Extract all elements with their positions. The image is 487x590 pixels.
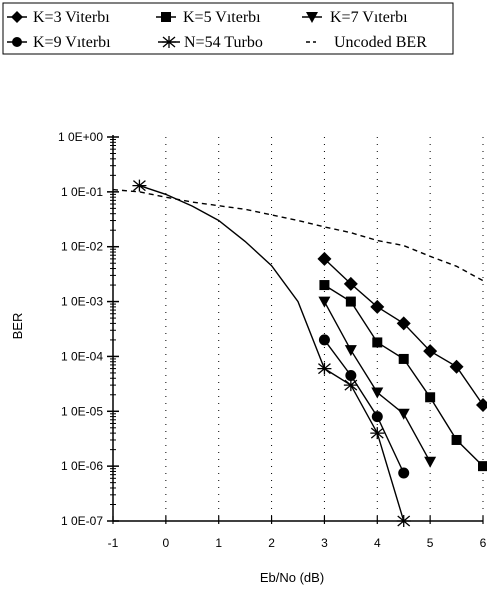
legend-label-k7: K=7 Vıterbı [330, 9, 408, 26]
y-tick-label: 1 0E+00 [58, 130, 103, 144]
x-tick-label: 2 [268, 536, 275, 550]
x-tick-label: 1 [215, 536, 222, 550]
series-line [323, 339, 405, 474]
series-5 [112, 188, 484, 282]
legend-label-k5: K=5 Vıterbı [183, 9, 261, 26]
legend-item-k9: K=9 Vıterbı [7, 34, 111, 51]
x-tick-label: 6 [480, 536, 487, 550]
data-point [478, 461, 487, 472]
data-point [370, 299, 385, 314]
data-point [317, 251, 332, 266]
x-tick-label: 4 [374, 536, 381, 550]
data-point [345, 296, 356, 307]
data-point [318, 296, 331, 308]
data-point [317, 362, 332, 375]
x-tick-label: 3 [321, 536, 328, 550]
square-marker-icon [161, 12, 171, 22]
data-point [371, 411, 383, 423]
y-tick-label: 1 0E-04 [61, 349, 103, 363]
legend-label-turbo: N=54 Turbo [184, 34, 263, 51]
series-line [112, 188, 484, 282]
data-point [344, 345, 357, 357]
data-point [370, 427, 385, 440]
data-point [449, 359, 464, 374]
legend: K=3 Viterbı K=5 Vıterbı K=7 Vıterbı K=9 … [2, 2, 454, 55]
y-tick-label: 1 0E-03 [61, 295, 103, 309]
data-point [397, 408, 410, 420]
data-point [398, 467, 410, 479]
legend-item-uncoded: Uncoded BER [306, 34, 427, 51]
triangle-marker-icon [306, 12, 318, 23]
axes: 1 0E+00 1 0E-01 1 0E-02 1 0E-03 1 0E-04 1 0E-… [58, 130, 487, 550]
x-tick-label: 5 [427, 536, 434, 550]
x-axis-label: Eb/No (dB) [260, 570, 324, 585]
series-1 [319, 280, 487, 472]
gridlines [165, 137, 484, 521]
legend-label-uncoded: Uncoded BER [334, 34, 427, 51]
legend-item-k7: K=7 Vıterbı [302, 9, 408, 26]
y-tick-label: 1 0E-01 [61, 185, 103, 199]
data-point [476, 398, 487, 413]
diamond-marker-icon [11, 11, 23, 23]
y-axis-label: BER [10, 313, 25, 340]
y-tick-label: 1 0E-02 [61, 240, 103, 254]
legend-item-k3: K=3 Viterbı [7, 9, 110, 26]
legend-item-k5: K=5 Vıterbı [156, 9, 261, 26]
legend-label-k9: K=9 Vıterbı [33, 34, 111, 51]
data-point [396, 316, 411, 331]
x-tick-label: 0 [163, 536, 170, 550]
data-point [318, 334, 330, 346]
data-point [398, 353, 409, 364]
data-point [371, 387, 384, 399]
circle-marker-icon [12, 37, 22, 47]
data-point [343, 379, 358, 392]
data-point [343, 276, 358, 291]
y-tick-label: 1 0E-05 [61, 404, 103, 418]
series-line [139, 184, 405, 522]
data-point [451, 434, 462, 445]
legend-box [2, 2, 454, 55]
data-point [423, 344, 438, 359]
x-tick-label: -1 [108, 536, 119, 550]
y-tick-label: 1 0E-06 [61, 459, 103, 473]
series-0 [317, 251, 487, 413]
series-2 [318, 296, 437, 468]
data-point [132, 179, 147, 192]
series-3 [318, 334, 410, 479]
y-tick-label: 1 0E-07 [61, 514, 103, 528]
series-layer [112, 179, 487, 527]
asterisk-marker-icon [162, 36, 176, 48]
data-point [372, 337, 383, 348]
data-point [396, 515, 411, 527]
legend-item-turbo: N=54 Turbo [158, 34, 263, 51]
legend-label-k3: K=3 Viterbı [33, 9, 110, 26]
data-point [319, 280, 330, 291]
series-4 [132, 179, 411, 527]
data-point [345, 369, 357, 381]
data-point [424, 456, 437, 468]
data-point [425, 392, 436, 403]
